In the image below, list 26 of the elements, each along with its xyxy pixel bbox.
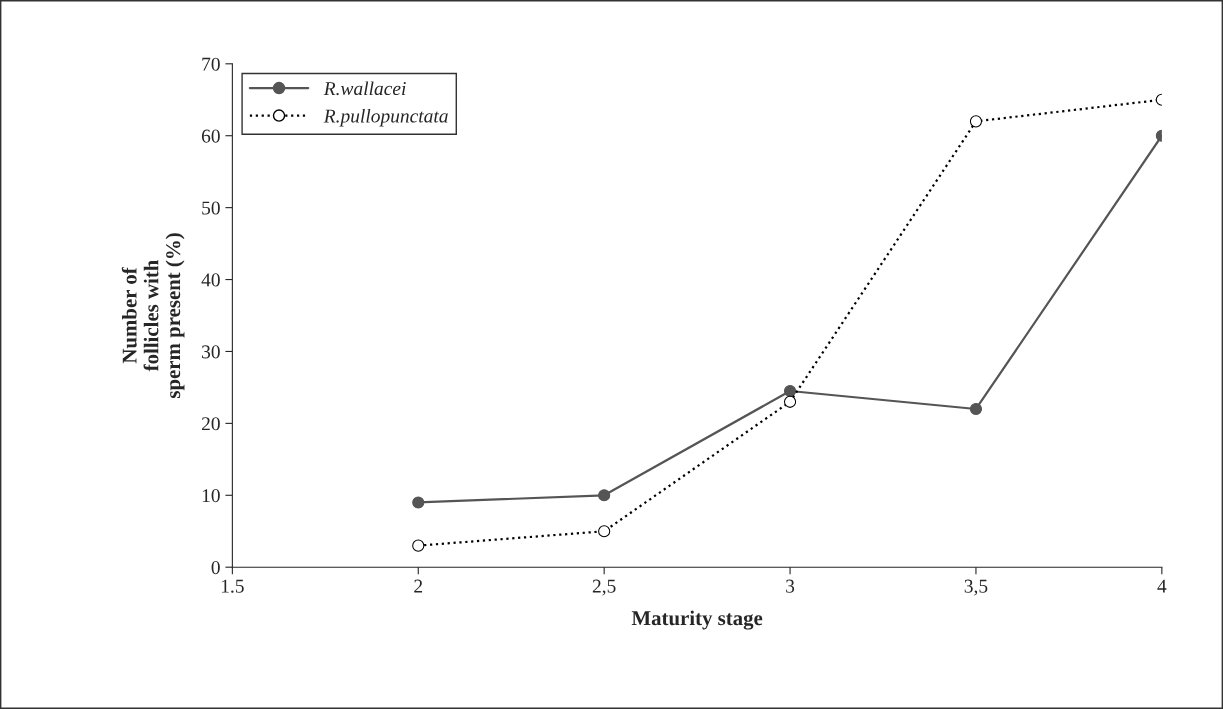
point (783, 384, 797, 398)
x-tick-label: 3,5 (964, 579, 988, 596)
x-tick-label: 3 (786, 579, 795, 593)
y-tick-label: 10 (202, 489, 220, 503)
point (598, 525, 611, 538)
y-tick-label: 0 (211, 561, 220, 575)
point (969, 402, 983, 416)
x-tick-label: 1.5 (221, 579, 244, 593)
legend-label: R.wallacei (323, 81, 406, 96)
x-tick-label: 2 (414, 579, 423, 593)
point (598, 489, 611, 502)
y-tick-label: 50 (202, 201, 220, 215)
y-tick-label: 60 (201, 129, 220, 143)
y-axis-title: Number of follicles with sperm present (%) (121, 233, 185, 398)
point (969, 115, 983, 128)
point (412, 539, 425, 552)
x-tick-label: 2,5 (592, 579, 616, 596)
y-tick-label: 70 (202, 57, 220, 71)
y-tick-label: 20 (201, 417, 220, 431)
point (783, 395, 797, 408)
legend-label: R.pullopunctata (323, 108, 448, 127)
y-tick-label: 40 (201, 273, 220, 287)
y-tick-label: 30 (202, 345, 220, 359)
point (412, 496, 425, 509)
x-tick-label: 4 (1157, 579, 1167, 593)
x-axis-title: Maturity stage (631, 610, 763, 630)
